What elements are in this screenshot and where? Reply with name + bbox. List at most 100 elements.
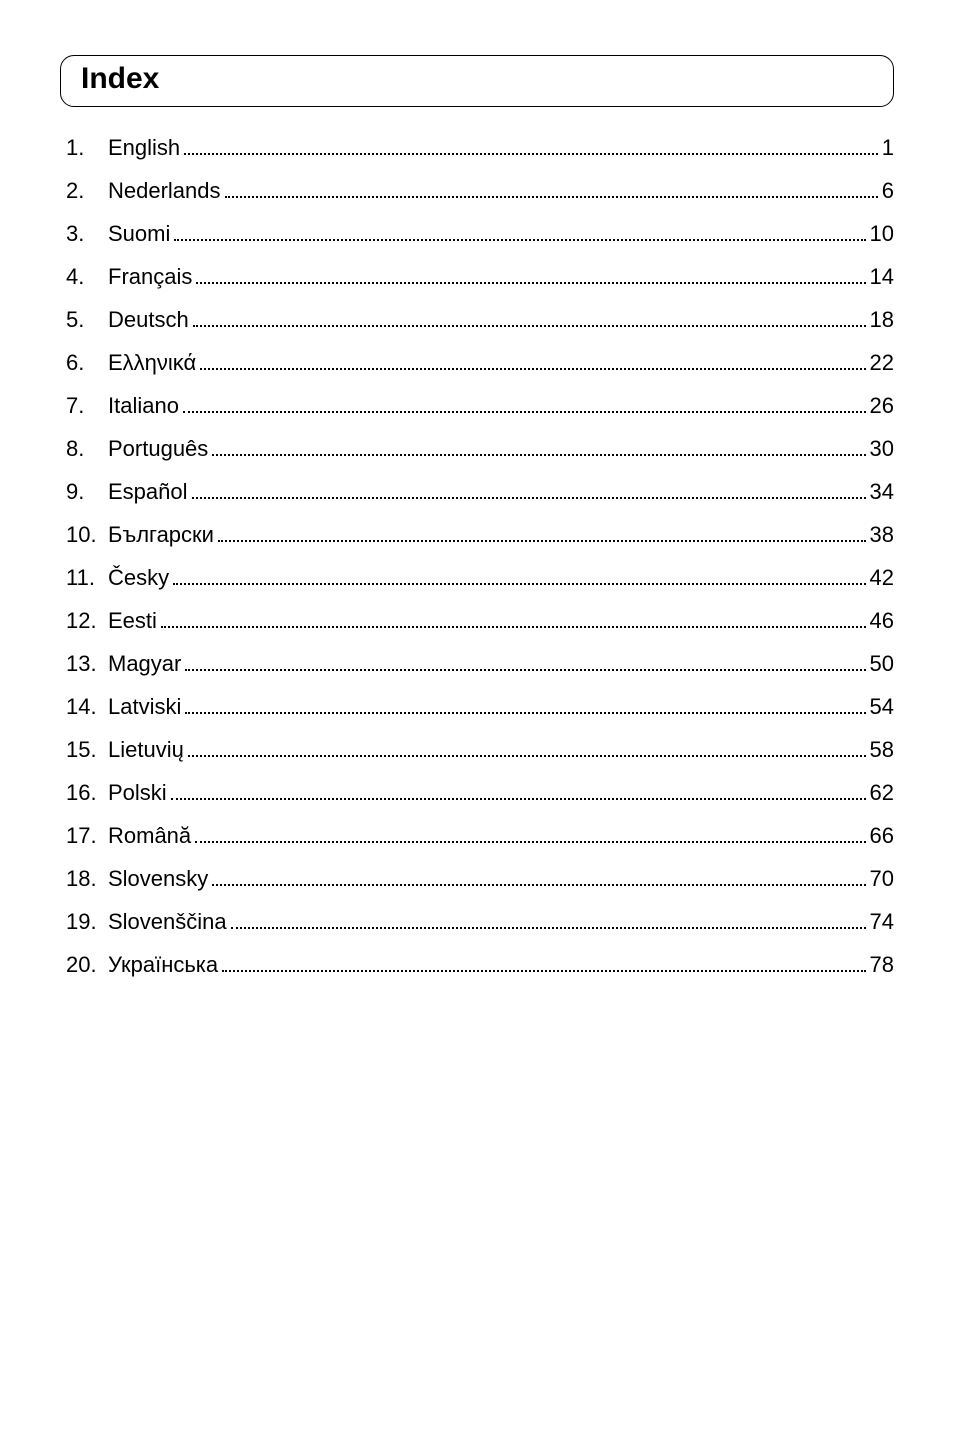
entry-number: 5. (66, 307, 108, 333)
leader-dots (188, 755, 866, 757)
entry-label: Slovensky (108, 866, 208, 892)
entry-label: Lietuvių (108, 737, 184, 763)
entry-label: Nederlands (108, 178, 221, 204)
entry-page: 38 (870, 522, 894, 548)
entry-label: Español (108, 479, 188, 505)
leader-dots (231, 927, 866, 929)
entry-page: 6 (882, 178, 894, 204)
entry-page: 50 (870, 651, 894, 677)
index-list: 1. English 1 2. Nederlands 6 3. Suomi 10… (60, 135, 894, 978)
entry-page: 22 (870, 350, 894, 376)
entry-number: 3. (66, 221, 108, 247)
leader-dots (212, 884, 865, 886)
entry-label: Български (108, 522, 214, 548)
index-entry: 20. Українська 78 (66, 952, 894, 978)
entry-number: 14. (66, 694, 108, 720)
entry-label: Polski (108, 780, 167, 806)
entry-number: 11. (66, 565, 108, 591)
entry-number: 17. (66, 823, 108, 849)
page-title: Index (81, 62, 873, 96)
index-header-box: Index (60, 55, 894, 107)
entry-page: 58 (870, 737, 894, 763)
index-entry: 8. Português 30 (66, 436, 894, 462)
index-entry: 3. Suomi 10 (66, 221, 894, 247)
entry-page: 66 (870, 823, 894, 849)
entry-page: 30 (870, 436, 894, 462)
entry-number: 15. (66, 737, 108, 763)
leader-dots (184, 153, 878, 155)
entry-label: Eesti (108, 608, 157, 634)
entry-page: 78 (870, 952, 894, 978)
entry-label: Slovenščina (108, 909, 227, 935)
leader-dots (171, 798, 866, 800)
entry-label: Українська (108, 952, 218, 978)
index-entry: 11. Česky 42 (66, 565, 894, 591)
index-entry: 5. Deutsch 18 (66, 307, 894, 333)
entry-number: 19. (66, 909, 108, 935)
entry-page: 70 (870, 866, 894, 892)
entry-page: 34 (870, 479, 894, 505)
entry-page: 54 (870, 694, 894, 720)
entry-page: 46 (870, 608, 894, 634)
entry-label: Česky (108, 565, 169, 591)
index-entry: 1. English 1 (66, 135, 894, 161)
entry-label: Ελληνικά (108, 350, 196, 376)
leader-dots (174, 239, 865, 241)
leader-dots (200, 368, 865, 370)
index-entry: 18. Slovensky 70 (66, 866, 894, 892)
entry-page: 62 (870, 780, 894, 806)
leader-dots (212, 454, 865, 456)
entry-page: 18 (870, 307, 894, 333)
entry-page: 10 (870, 221, 894, 247)
leader-dots (173, 583, 865, 585)
leader-dots (218, 540, 866, 542)
leader-dots (183, 411, 866, 413)
entry-label: Română (108, 823, 191, 849)
index-entry: 2. Nederlands 6 (66, 178, 894, 204)
entry-number: 8. (66, 436, 108, 462)
entry-page: 14 (870, 264, 894, 290)
entry-number: 1. (66, 135, 108, 161)
entry-number: 18. (66, 866, 108, 892)
entry-label: Français (108, 264, 192, 290)
entry-label: English (108, 135, 180, 161)
entry-number: 7. (66, 393, 108, 419)
entry-number: 12. (66, 608, 108, 634)
index-entry: 10. Български 38 (66, 522, 894, 548)
index-entry: 9. Español 34 (66, 479, 894, 505)
entry-number: 4. (66, 264, 108, 290)
entry-number: 6. (66, 350, 108, 376)
leader-dots (185, 669, 865, 671)
index-entry: 16. Polski 62 (66, 780, 894, 806)
entry-label: Italiano (108, 393, 179, 419)
entry-label: Português (108, 436, 208, 462)
entry-label: Magyar (108, 651, 181, 677)
index-entry: 17. Română 66 (66, 823, 894, 849)
index-entry: 14. Latviski 54 (66, 694, 894, 720)
leader-dots (225, 196, 878, 198)
leader-dots (185, 712, 865, 714)
leader-dots (192, 497, 866, 499)
entry-number: 2. (66, 178, 108, 204)
entry-page: 42 (870, 565, 894, 591)
entry-number: 20. (66, 952, 108, 978)
entry-label: Deutsch (108, 307, 189, 333)
entry-number: 16. (66, 780, 108, 806)
index-entry: 15. Lietuvių 58 (66, 737, 894, 763)
index-entry: 12. Eesti 46 (66, 608, 894, 634)
entry-number: 9. (66, 479, 108, 505)
entry-label: Suomi (108, 221, 170, 247)
entry-label: Latviski (108, 694, 181, 720)
leader-dots (195, 841, 865, 843)
index-entry: 19. Slovenščina 74 (66, 909, 894, 935)
entry-number: 10. (66, 522, 108, 548)
index-entry: 4. Français 14 (66, 264, 894, 290)
entry-page: 26 (870, 393, 894, 419)
entry-page: 74 (870, 909, 894, 935)
index-entry: 7. Italiano 26 (66, 393, 894, 419)
entry-page: 1 (882, 135, 894, 161)
entry-number: 13. (66, 651, 108, 677)
leader-dots (193, 325, 866, 327)
leader-dots (196, 282, 865, 284)
leader-dots (222, 970, 865, 972)
